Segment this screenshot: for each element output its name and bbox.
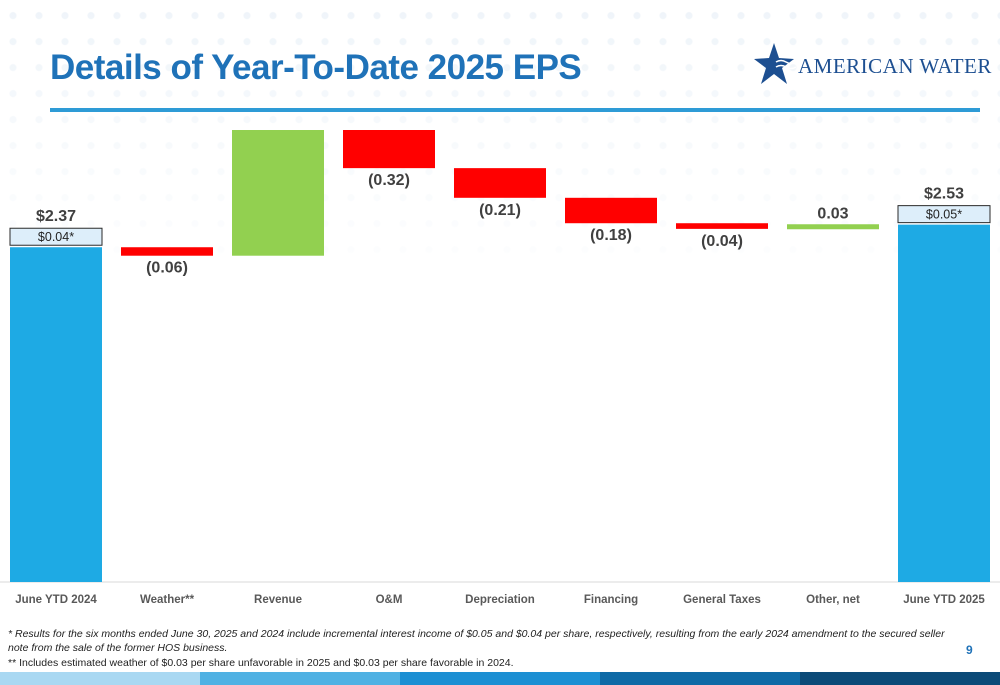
footer-segment [200, 672, 400, 685]
tick-label-revenue: Revenue [254, 594, 302, 606]
footer-segment [600, 672, 800, 685]
bar-general-taxes [676, 223, 768, 229]
footer-segment [400, 672, 600, 685]
title-rule [50, 108, 980, 112]
bar-o-m [343, 130, 435, 169]
bar-depreciation [454, 168, 546, 198]
tick-label-weather: Weather** [140, 594, 195, 606]
data-label-other-net: 0.03 [817, 205, 848, 222]
tick-label-june-ytd-2024: June YTD 2024 [15, 594, 97, 606]
footer-segment [800, 672, 1000, 685]
footer-segment [0, 672, 200, 685]
company-logo: AMERICAN WATER [752, 40, 991, 90]
bar-revenue [232, 130, 324, 256]
data-label-financing: (0.18) [590, 227, 632, 244]
page-number: 9 [966, 643, 973, 657]
annotation-box-june-ytd-2024 [9, 227, 103, 246]
tick-label-other-net: Other, net [806, 594, 860, 606]
bar-financing [565, 197, 657, 224]
data-label-depreciation: (0.21) [479, 202, 521, 219]
tick-label-financing: Financing [584, 594, 638, 606]
annotation-box-june-ytd-2025 [897, 205, 991, 224]
tick-label-general-taxes: General Taxes [683, 594, 761, 606]
tick-label-depreciation: Depreciation [465, 594, 535, 606]
data-label-general-taxes: (0.04) [701, 233, 743, 250]
footer-color-bar [0, 672, 1000, 685]
logo-text: AMERICAN WATER [798, 54, 992, 78]
star-logo-icon [754, 43, 797, 84]
data-label-june-ytd-2024: $2.37 [36, 208, 76, 225]
annotation-text-june-ytd-2025: $0.05* [926, 208, 962, 222]
bar-june-ytd-2025 [898, 224, 990, 582]
data-label-o-m: (0.32) [368, 172, 410, 189]
bar-weather [121, 247, 213, 256]
annotation-text-june-ytd-2024: $0.04* [38, 230, 74, 244]
tick-label-june-ytd-2025: June YTD 2025 [903, 594, 985, 606]
footnote-weather: ** Includes estimated weather of $0.03 p… [8, 657, 514, 669]
data-label-june-ytd-2025: $2.53 [924, 186, 964, 203]
bar-june-ytd-2024 [10, 247, 102, 583]
footnote-interest-income: * Results for the six months ended June … [8, 628, 945, 654]
data-label-weather: (0.06) [146, 260, 188, 277]
bar-other-net [787, 224, 879, 230]
slide-title: Details of Year-To-Date 2025 EPS [50, 48, 582, 87]
eps-waterfall-chart: $2.37 June YTD 2024 $0.04* (0.06) Weather** 0… [0, 130, 1000, 606]
tick-label-o-m: O&M [376, 594, 403, 606]
